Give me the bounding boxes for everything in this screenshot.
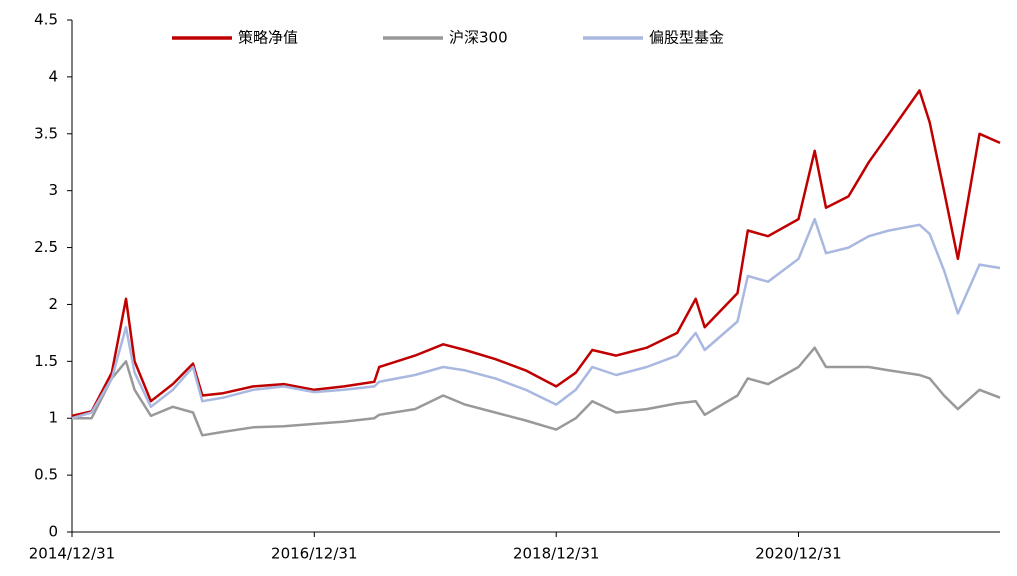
x-tick-label: 2020/12/31 [755,545,841,563]
y-tick-label: 4.5 [34,11,58,29]
legend-label: 沪深300 [449,29,508,47]
y-tick-label: 2 [48,295,58,313]
series-line [71,217,1001,420]
y-tick-label: 2.5 [34,238,58,256]
y-tick-label: 3 [48,181,58,199]
y-tick-label: 3.5 [34,124,58,142]
x-tick-label: 2018/12/31 [513,545,599,563]
y-tick-label: 0 [48,523,58,541]
x-tick-label: 2016/12/31 [271,545,357,563]
series-line [72,346,1001,437]
y-tick-label: 4 [48,67,58,85]
y-tick-label: 1.5 [34,352,58,370]
x-tick-label: 2014/12/31 [29,545,115,563]
legend-label: 偏股型基金 [649,29,724,47]
y-tick-label: 1 [48,409,58,427]
legend-label: 策略净值 [238,29,298,47]
y-tick-label: 0.5 [34,466,58,484]
